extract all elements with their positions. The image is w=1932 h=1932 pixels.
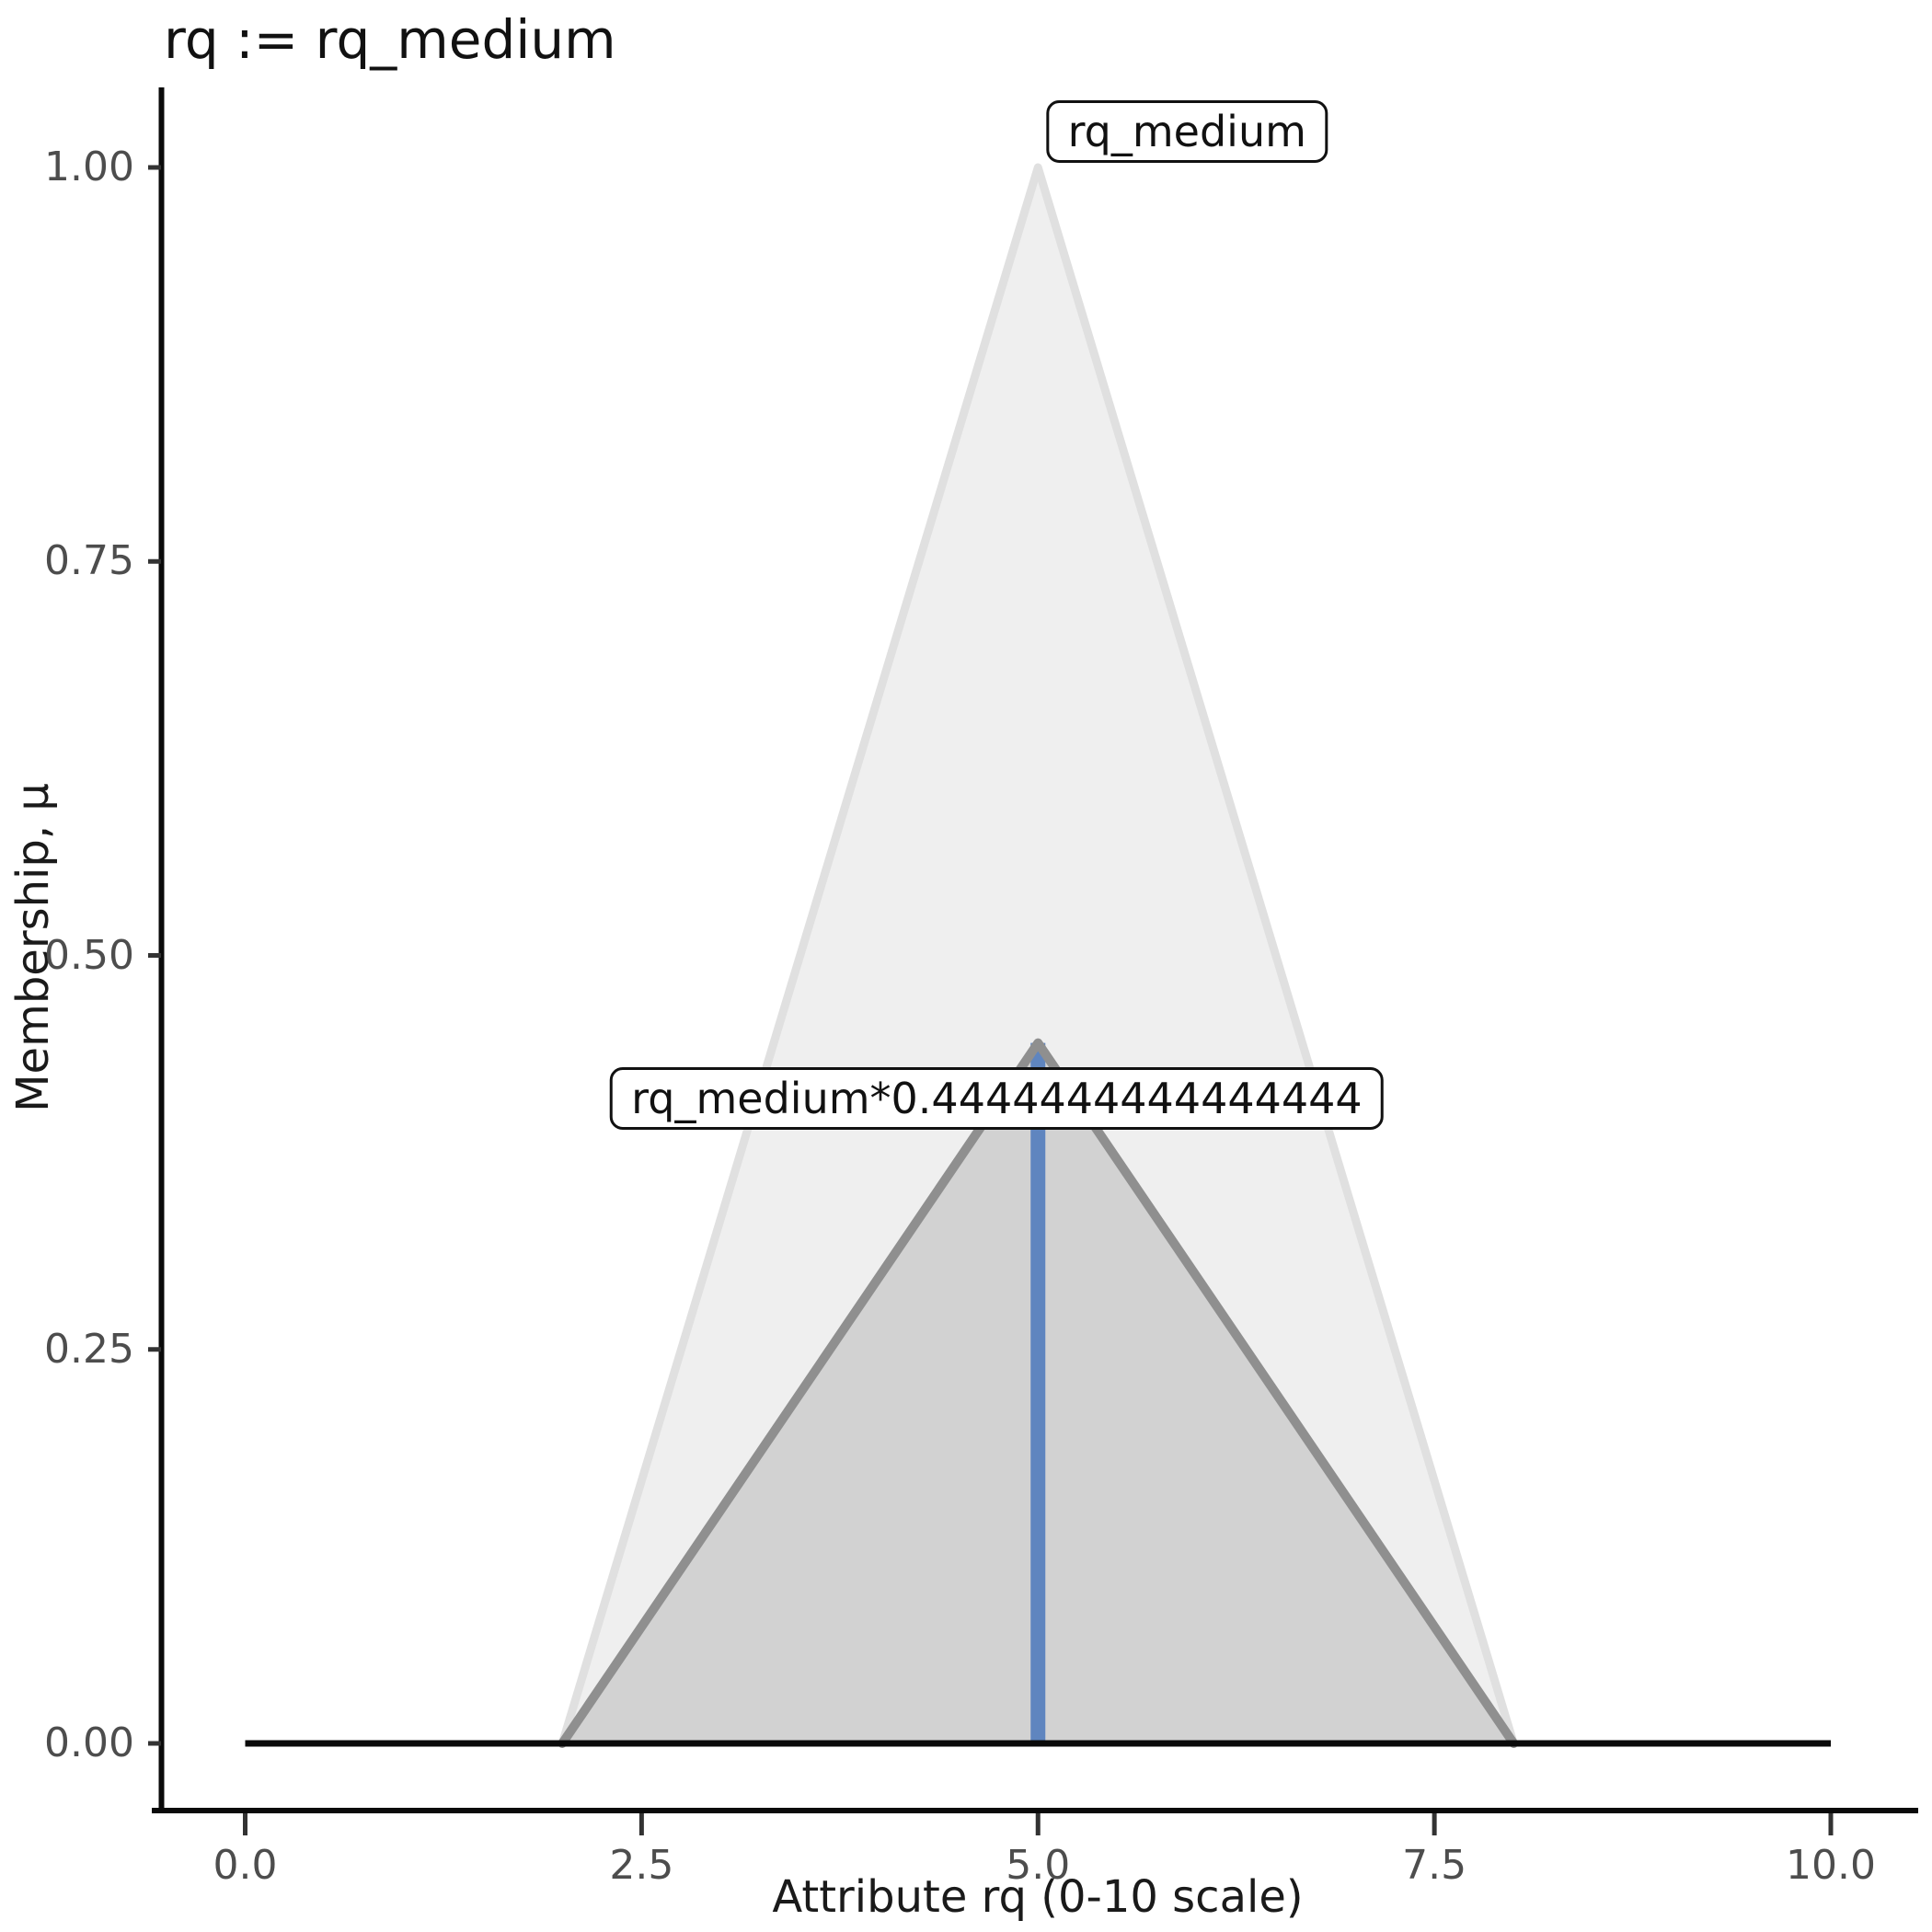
membership-outline-1 [558, 1038, 1519, 1748]
y-tick-label: 0.75 [44, 537, 134, 585]
y-tick-label: 0.00 [44, 1719, 134, 1766]
membership-area-0 [562, 167, 1514, 1743]
x-tick-label: 10.0 [1786, 1842, 1876, 1889]
plot-title: rq := rq_medium [164, 8, 616, 71]
y-tick-label: 0.25 [44, 1325, 134, 1373]
x-tick-label: 7.5 [1402, 1842, 1467, 1889]
set-label-1: rq_medium*0.4444444444444444 [610, 1067, 1384, 1131]
membership-outline-0 [558, 163, 1518, 1748]
x-tick-label: 5.0 [1006, 1842, 1071, 1889]
y-tick-label: 0.50 [44, 931, 134, 979]
x-axis-title: Attribute rq (0-10 scale) [772, 1871, 1304, 1923]
y-tick-label: 1.00 [44, 144, 134, 190]
set-label-0: rq_medium [1046, 99, 1328, 163]
x-tick-label: 0.0 [213, 1842, 278, 1889]
x-tick-label: 2.5 [609, 1842, 674, 1889]
